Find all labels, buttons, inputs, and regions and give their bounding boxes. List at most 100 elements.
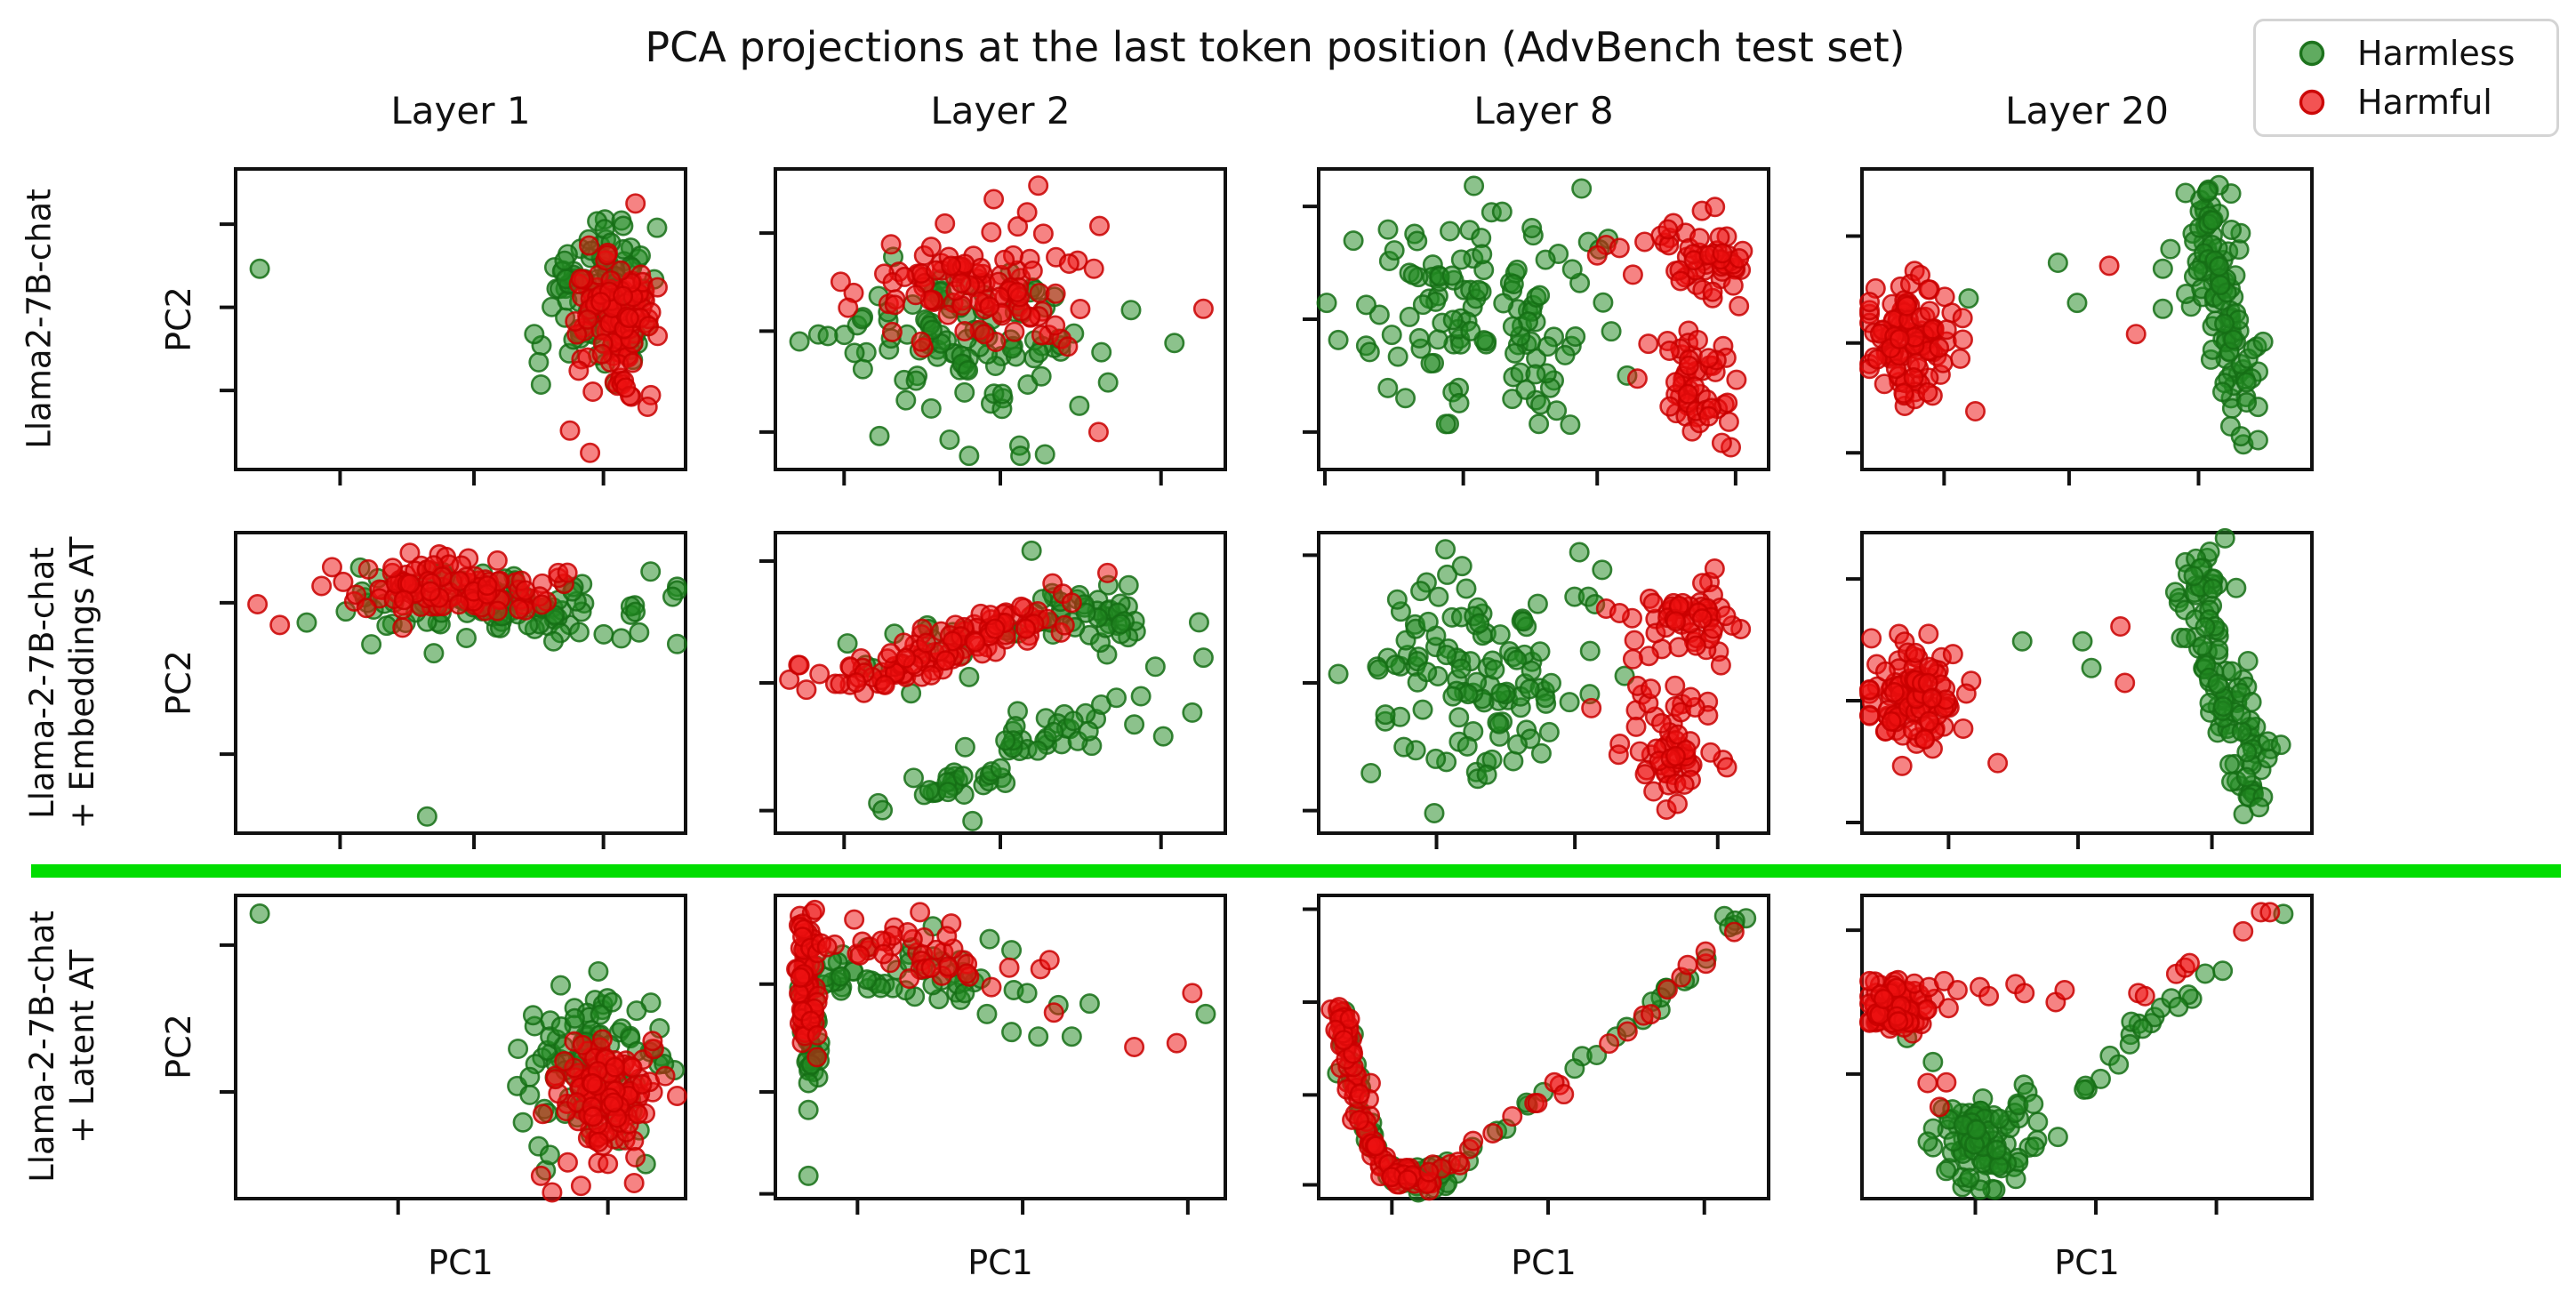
harmful-point — [1031, 325, 1052, 346]
harmless-point — [1188, 612, 1209, 633]
harmless-point — [1502, 316, 1523, 337]
harmful-point — [1705, 197, 1726, 218]
harmless-point — [1529, 285, 1551, 306]
harmless-point — [2212, 960, 2234, 982]
harmless-point — [1484, 659, 1505, 680]
legend: Harmless Harmful — [2253, 19, 2559, 137]
harmful-point — [1482, 1122, 1504, 1144]
harmless-point — [1527, 593, 1548, 614]
harmless-point — [1130, 686, 1152, 707]
harmful-point — [1657, 219, 1679, 240]
harmful-point — [1397, 1169, 1418, 1191]
harmful-point — [1729, 295, 1750, 317]
harmful-point — [1629, 741, 1650, 762]
harmful-point — [559, 420, 581, 441]
harmless-point — [1464, 175, 1485, 197]
harmful-point — [393, 590, 414, 611]
legend-item-harmless: Harmless — [2256, 34, 2556, 73]
harmful-point — [1007, 216, 1029, 237]
harmful-point — [1978, 985, 2000, 1007]
harmful-point — [1861, 628, 1882, 649]
harmless-point — [1034, 444, 1055, 465]
harmless-point — [1519, 678, 1540, 700]
harmless-point — [959, 445, 980, 467]
harmless-point — [2241, 692, 2262, 713]
harmless-point — [1164, 333, 1185, 354]
harmless-point — [1456, 578, 1477, 599]
harmless-point — [1079, 993, 1100, 1015]
harmless-point — [2214, 527, 2235, 549]
harmless-point — [601, 991, 622, 1013]
harmful-point — [807, 1024, 828, 1046]
harmless-point — [629, 622, 650, 643]
harmless-point — [1359, 341, 1380, 363]
harmless-point — [2247, 429, 2268, 451]
harmful-point — [1722, 275, 1744, 296]
harmful-point — [1622, 264, 1643, 285]
harmful-point — [515, 580, 536, 601]
harmful-point — [846, 672, 867, 694]
harmless-point — [1917, 1131, 1938, 1152]
harmless-point — [1448, 707, 1470, 728]
harmful-point — [321, 557, 342, 578]
subplot-row1-layer1 — [220, 167, 687, 485]
harmless-point — [1571, 178, 1593, 199]
harmful-point — [981, 976, 1002, 998]
harmless-point — [550, 975, 572, 996]
harmless-point — [1410, 581, 1432, 602]
harmful-point — [1016, 202, 1038, 223]
harmless-point — [798, 1099, 819, 1120]
harmful-point — [477, 575, 498, 597]
harmless-point — [361, 634, 382, 655]
harmless-point — [903, 767, 924, 789]
harmful-point — [1946, 979, 1968, 1000]
x-axis-label-col1: PC1 — [428, 1243, 494, 1282]
harmful-point — [1715, 606, 1737, 627]
subplot-row1-layer2 — [759, 167, 1227, 485]
harmless-point — [976, 1003, 998, 1024]
harmless-point — [979, 928, 1000, 950]
harmful-point — [881, 321, 903, 342]
harmless-point — [539, 1144, 560, 1166]
column-header-layer-2: Layer 2 — [930, 89, 1071, 132]
harmful-point — [1608, 744, 1629, 766]
harmful-point — [981, 221, 1002, 243]
harmful-point — [399, 542, 421, 564]
harmless-point — [1399, 306, 1420, 327]
harmful-point — [1729, 248, 1750, 269]
harmless-point — [1110, 614, 1131, 635]
harmful-point — [486, 550, 508, 571]
subplot-row2-layer8 — [1303, 531, 1770, 849]
harmless-point — [1001, 1022, 1023, 1043]
harmless-point — [2024, 1136, 2045, 1158]
harmful-point — [1711, 432, 1732, 453]
harmless-point — [1958, 288, 1979, 309]
harmful-point — [1665, 745, 1686, 766]
harmless-point — [1457, 735, 1478, 757]
harmless-point — [1450, 249, 1472, 270]
x-axis-label-col4: PC1 — [2054, 1243, 2120, 1282]
harmless-point — [1416, 662, 1438, 683]
harmless-point — [666, 633, 687, 654]
harmless-point — [959, 666, 980, 687]
harmful-point — [1634, 764, 1656, 785]
harmless-point — [1529, 413, 1550, 435]
harmless-point — [1118, 574, 1139, 596]
harmless-point — [2209, 256, 2230, 277]
harmless-point — [1091, 341, 1112, 363]
harmful-point — [1609, 603, 1630, 624]
subplot-row2-layer2 — [759, 531, 1227, 849]
harmful-point — [1665, 372, 1686, 393]
harmless-point — [798, 1165, 819, 1186]
harmless-point — [2236, 392, 2258, 413]
legend-label-harmful: Harmful — [2357, 82, 2492, 122]
harmless-marker-icon — [2299, 41, 2325, 67]
harmful-point — [509, 598, 530, 620]
harmful-point — [448, 594, 469, 615]
harmless-point — [962, 810, 983, 831]
harmless-point — [1503, 750, 1524, 772]
harmful-point — [789, 654, 810, 676]
harmful-point — [1192, 298, 1214, 319]
harmful-point — [1609, 237, 1630, 259]
harmful-point — [849, 944, 871, 966]
